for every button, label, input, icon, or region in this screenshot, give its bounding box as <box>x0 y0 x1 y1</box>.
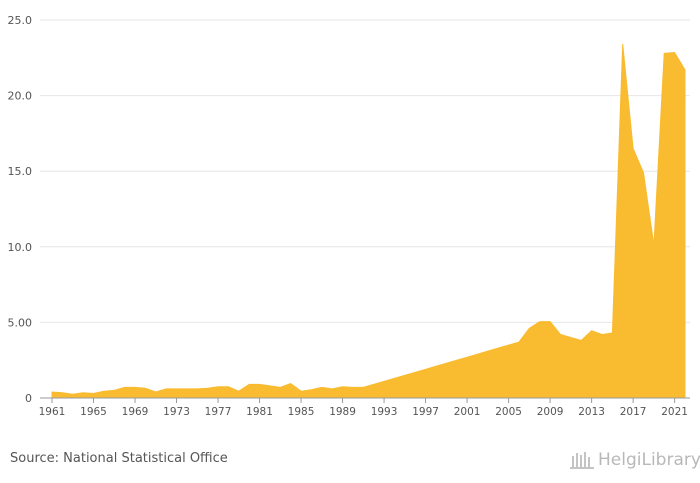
library-icon <box>570 452 594 469</box>
x-tick-label: 1973 <box>163 406 190 418</box>
x-tick-labels: 1961 1965 1969 1973 1977 1981 1985 1989 1993 1997… <box>39 398 688 418</box>
x-tick-label: 1977 <box>205 406 232 418</box>
x-tick-label: 2005 <box>495 406 522 418</box>
y-tick-label: 10.0 <box>8 241 33 254</box>
y-tick-label: 15.0 <box>8 165 33 178</box>
brand-logo: HelgiLibrary <box>570 447 700 473</box>
x-tick-label: 2013 <box>578 406 605 418</box>
y-tick-label: 5.00 <box>8 316 33 329</box>
x-tick-label: 1961 <box>39 406 66 418</box>
x-tick-label: 2001 <box>454 406 481 418</box>
x-tick-label: 2017 <box>620 406 647 418</box>
source-note: Source: National Statistical Office <box>10 451 228 466</box>
y-tick-label: 25.0 <box>8 14 33 27</box>
x-tick-label: 1993 <box>371 406 398 418</box>
y-tick-label: 0 <box>25 392 32 405</box>
brand-name: HelgiLibrary <box>598 450 700 470</box>
x-tick-label: 1981 <box>246 406 273 418</box>
x-tick-label: 1989 <box>329 406 356 418</box>
gridlines <box>40 19 690 323</box>
x-tick-label: 1969 <box>122 406 149 418</box>
y-tick-label: 20.0 <box>8 90 33 103</box>
x-tick-label: 2009 <box>537 406 564 418</box>
x-tick-label: 1985 <box>288 406 315 418</box>
data-area <box>51 44 686 399</box>
y-tick-labels: 0 5.00 10.0 15.0 20.0 25.0 <box>8 14 33 405</box>
x-tick-label: 1965 <box>80 406 107 418</box>
x-tick-label: 1997 <box>412 406 439 418</box>
x-tick-label: 2021 <box>661 406 688 418</box>
